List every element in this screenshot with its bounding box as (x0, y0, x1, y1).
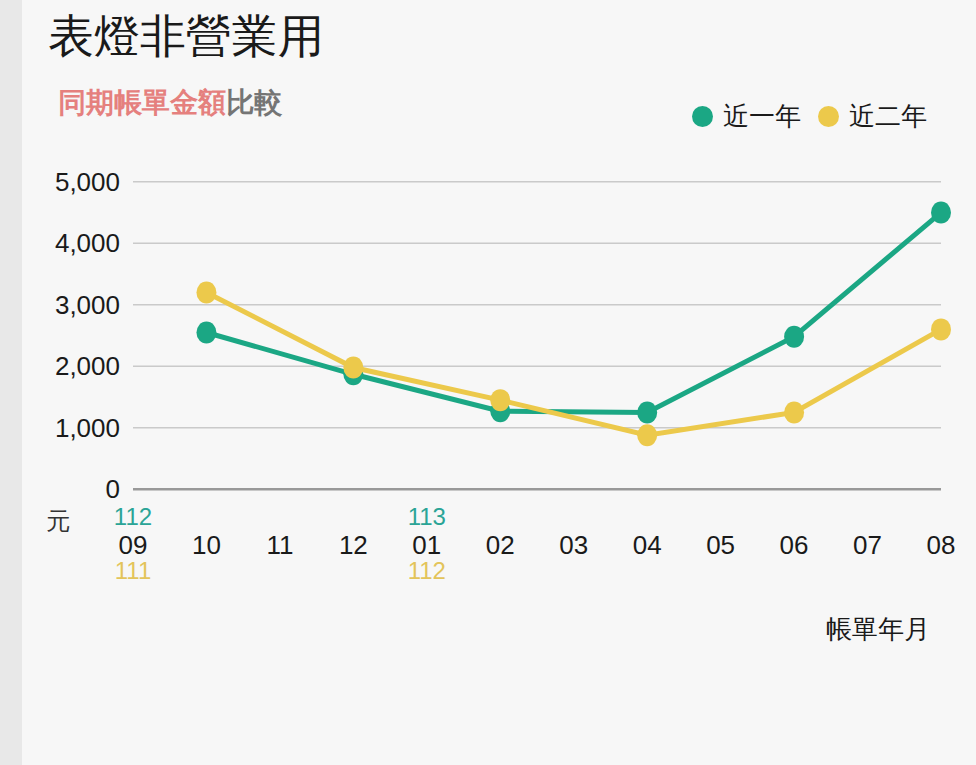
x-tick-label: 03 (537, 530, 611, 561)
x-tick-label: 11 (243, 530, 317, 561)
x-tick-label: 04 (610, 530, 684, 561)
x-tick-label: 08 (904, 530, 976, 561)
y-tick-label: 2,000 (20, 351, 120, 382)
data-point-0 (196, 321, 216, 343)
data-point-0 (784, 326, 804, 348)
x-tick-label: 06 (757, 530, 831, 561)
y-tick-label: 3,000 (20, 290, 120, 321)
data-point-1 (490, 389, 510, 411)
x-tick-label: 12 (316, 530, 390, 561)
y-tick-label: 5,000 (20, 167, 120, 198)
x-year-label-bottom: 112 (390, 557, 464, 585)
x-tick-label: 02 (463, 530, 537, 561)
data-point-1 (784, 401, 804, 423)
data-point-1 (931, 318, 951, 340)
data-point-0 (931, 202, 951, 224)
line-chart (0, 0, 976, 765)
y-axis-unit-label: 元 (46, 505, 70, 537)
data-point-1 (343, 357, 363, 379)
x-axis-title: 帳單年月 (788, 612, 930, 647)
x-tick-label: 10 (169, 530, 243, 561)
x-tick-label: 07 (831, 530, 905, 561)
data-point-1 (196, 282, 216, 304)
x-year-label-bottom: 111 (96, 557, 170, 585)
y-tick-label: 0 (20, 474, 120, 505)
x-year-label-top: 113 (390, 503, 464, 531)
y-tick-label: 4,000 (20, 228, 120, 259)
data-point-0 (637, 401, 657, 423)
series-line-0 (206, 213, 941, 413)
x-tick-label: 05 (684, 530, 758, 561)
y-tick-label: 1,000 (20, 413, 120, 444)
data-point-1 (637, 424, 657, 446)
x-year-label-top: 112 (96, 503, 170, 531)
